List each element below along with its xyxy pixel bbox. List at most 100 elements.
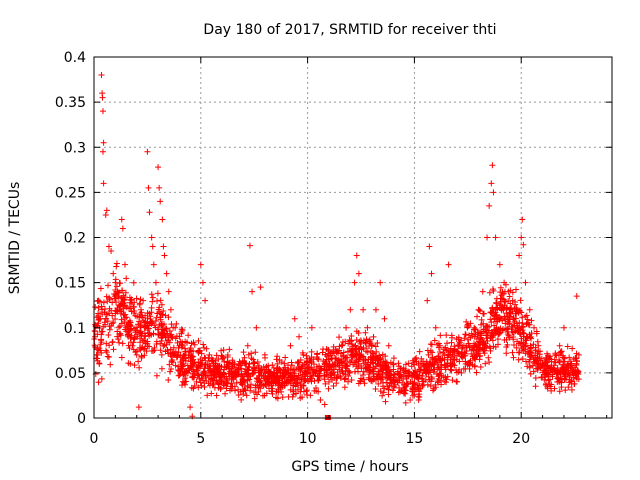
data-point: [483, 335, 490, 342]
data-point: [166, 361, 173, 368]
data-point: [105, 282, 112, 289]
data-point: [500, 296, 507, 303]
data-point: [105, 243, 112, 250]
data-point: [394, 368, 401, 375]
data-point: [332, 354, 339, 361]
data-point: [186, 347, 193, 354]
data-point: [304, 369, 311, 376]
data-point: [520, 330, 527, 337]
data-point: [195, 358, 202, 365]
data-point: [569, 345, 576, 352]
data-point: [473, 369, 480, 376]
data-point: [140, 346, 147, 353]
data-point: [419, 382, 426, 389]
data-point: [211, 384, 218, 391]
data-point: [484, 234, 491, 241]
data-point: [215, 371, 222, 378]
data-point: [514, 324, 521, 331]
data-point: [291, 315, 298, 322]
data-point: [136, 300, 143, 307]
data-point: [445, 261, 452, 268]
data-point: [414, 368, 421, 375]
data-point: [539, 360, 546, 367]
data-point: [201, 369, 208, 376]
data-point: [282, 354, 289, 361]
data-point: [543, 368, 550, 375]
data-point: [190, 339, 197, 346]
data-point: [194, 367, 201, 374]
data-point: [117, 310, 124, 317]
data-point: [251, 395, 258, 402]
data-point: [328, 370, 335, 377]
data-point: [123, 304, 130, 311]
data-point: [515, 356, 522, 363]
data-point: [476, 339, 483, 346]
data-point: [373, 355, 380, 362]
data-point: [520, 329, 527, 336]
data-point: [546, 381, 553, 388]
data-point: [415, 396, 422, 403]
data-point: [526, 306, 533, 313]
data-point: [419, 360, 426, 367]
data-point: [133, 351, 140, 358]
data-point: [117, 332, 124, 339]
data-point: [516, 252, 523, 259]
data-point: [204, 392, 211, 399]
data-point: [372, 386, 379, 393]
data-point: [570, 368, 577, 375]
data-point: [360, 306, 367, 313]
data-point: [573, 375, 580, 382]
data-point: [438, 357, 445, 364]
data-point: [419, 369, 426, 376]
data-point: [517, 308, 524, 315]
data-point: [486, 202, 493, 209]
data-point: [552, 359, 559, 366]
data-point: [182, 355, 189, 362]
data-point: [114, 288, 121, 295]
data-point: [505, 332, 512, 339]
data-point: [338, 342, 345, 349]
data-point: [137, 328, 144, 335]
data-point: [152, 279, 159, 286]
data-point: [507, 306, 514, 313]
data-point: [330, 343, 337, 350]
data-point: [462, 360, 469, 367]
data-point: [152, 317, 159, 324]
data-point: [200, 341, 207, 348]
data-point: [157, 314, 164, 321]
data-point: [121, 297, 128, 304]
data-point: [131, 299, 138, 306]
data-point: [494, 318, 501, 325]
data-point: [308, 378, 315, 385]
data-point: [374, 339, 381, 346]
data-point: [509, 349, 516, 356]
data-point: [495, 341, 502, 348]
data-point: [173, 320, 180, 327]
data-point: [141, 352, 148, 359]
data-point: [307, 392, 314, 399]
data-point: [103, 315, 110, 322]
data-point: [144, 310, 151, 317]
data-point: [218, 347, 225, 354]
data-point: [367, 348, 374, 355]
data-point: [210, 360, 217, 367]
data-point: [203, 377, 210, 384]
data-point: [461, 335, 468, 342]
data-point: [477, 340, 484, 347]
data-point: [274, 353, 281, 360]
data-point: [168, 358, 175, 365]
data-point: [499, 295, 506, 302]
y-tick-label: 0.35: [55, 95, 86, 111]
data-point: [158, 351, 165, 358]
data-point: [301, 375, 308, 382]
data-point: [441, 346, 448, 353]
data-point: [393, 376, 400, 383]
data-point: [257, 377, 264, 384]
data-point: [266, 369, 273, 376]
data-point: [112, 291, 119, 298]
data-point: [244, 371, 251, 378]
data-point: [509, 323, 516, 330]
data-point: [115, 324, 122, 331]
data-point: [429, 387, 436, 394]
data-point: [127, 297, 134, 304]
